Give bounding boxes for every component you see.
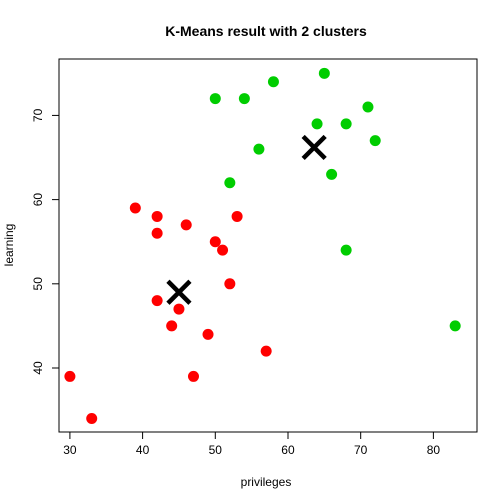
data-point-cluster-1 <box>180 219 192 231</box>
data-point-cluster-1 <box>86 413 98 425</box>
x-tick-label: 80 <box>427 443 441 457</box>
data-point-cluster-1 <box>151 295 163 307</box>
data-point-cluster-1 <box>202 328 214 340</box>
x-axis: 30 40 50 60 70 80 <box>63 432 440 457</box>
data-point-cluster-1 <box>231 210 243 222</box>
data-point-cluster-1 <box>64 370 76 382</box>
data-point-cluster-2 <box>209 93 221 105</box>
data-point-cluster-2 <box>238 93 250 105</box>
x-tick-label: 60 <box>281 443 295 457</box>
plot-area <box>58 58 478 433</box>
data-point-cluster-1 <box>129 202 141 214</box>
data-point-cluster-2 <box>362 101 374 113</box>
data-point-cluster-2 <box>224 177 236 189</box>
data-point-cluster-1 <box>166 320 178 332</box>
data-point-cluster-1 <box>173 303 185 315</box>
data-point-cluster-1 <box>209 236 221 248</box>
x-tick-label: 30 <box>63 443 77 457</box>
data-point-cluster-2 <box>253 143 265 155</box>
x-tick-label: 70 <box>354 443 368 457</box>
cluster-center-marker <box>301 134 327 160</box>
y-axis-label: learning <box>2 224 16 267</box>
data-point-cluster-1 <box>187 370 199 382</box>
data-point-cluster-2 <box>340 244 352 256</box>
data-points <box>64 67 461 425</box>
data-point-cluster-2 <box>449 320 461 332</box>
data-point-cluster-2 <box>318 67 330 79</box>
y-tick-label: 40 <box>31 361 45 375</box>
y-tick-label: 50 <box>31 277 45 291</box>
data-point-cluster-2 <box>267 76 279 88</box>
data-point-cluster-1 <box>151 210 163 222</box>
y-axis: 40 50 60 70 <box>31 108 59 375</box>
x-tick-label: 50 <box>209 443 223 457</box>
cluster-centers <box>166 134 327 305</box>
cluster-center-marker <box>166 279 192 305</box>
data-point-cluster-2 <box>326 168 338 180</box>
x-tick-label: 40 <box>136 443 150 457</box>
y-tick-label: 60 <box>31 193 45 207</box>
data-point-cluster-1 <box>151 227 163 239</box>
data-point-cluster-2 <box>369 135 381 147</box>
data-point-cluster-1 <box>224 278 236 290</box>
data-point-cluster-1 <box>260 345 272 357</box>
y-tick-label: 70 <box>31 108 45 122</box>
chart-title: K-Means result with 2 clusters <box>165 23 367 39</box>
data-point-cluster-1 <box>217 244 229 256</box>
x-axis-label: privileges <box>241 475 292 489</box>
data-point-cluster-2 <box>340 118 352 130</box>
data-point-cluster-2 <box>311 118 323 130</box>
